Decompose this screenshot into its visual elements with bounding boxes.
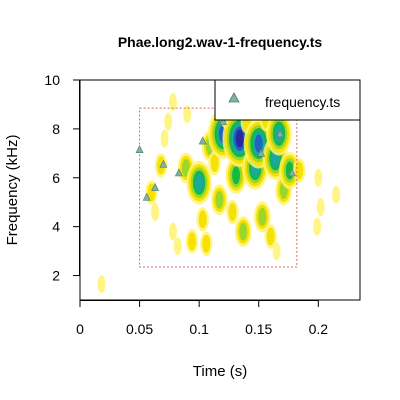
frequency-point-3 — [159, 159, 168, 168]
contour-blob-18-level-1 — [228, 203, 237, 221]
y-tick-label-2: 6 — [52, 170, 60, 186]
frequency-point-7 — [257, 148, 266, 157]
frequency-point-9 — [288, 168, 297, 177]
y-tick-label-0: 2 — [52, 268, 60, 284]
contour-blob-15-level-2 — [215, 190, 224, 209]
y-axis-label: Frequency (kHz) — [4, 135, 21, 246]
x-tick-label-2: 0.1 — [189, 321, 209, 337]
legend-box — [214, 79, 361, 121]
selection-box — [139, 107, 298, 268]
frequency-point-6 — [218, 116, 227, 125]
legend: frequency.ts — [214, 79, 361, 121]
contour-blob-37-level-0 — [272, 242, 281, 261]
contour-blob-27-level-1 — [266, 227, 275, 246]
frequency-point-0 — [135, 144, 144, 153]
chart-title: Phae.long2.wav-1-frequency.ts — [118, 34, 323, 50]
frequency-point-1 — [142, 192, 151, 201]
legend-marker-icon — [228, 92, 240, 103]
contour-blob-0-level-0 — [97, 275, 106, 294]
x-axis-label: Time (s) — [193, 363, 247, 380]
y-axis: 2 4 6 8 10 — [44, 72, 80, 284]
contour-blob-33-level-0 — [314, 168, 323, 187]
frequency-point-4 — [174, 168, 183, 177]
contour-blob-14-level-1 — [210, 154, 219, 173]
frequency-point-2 — [151, 182, 160, 191]
frequency-points — [135, 116, 297, 201]
contour-blob-39-level-0 — [168, 93, 177, 111]
contour-blob-35-level-0 — [332, 185, 341, 204]
contour-blob-2-level-0 — [151, 203, 160, 221]
contour-blob-12-level-1 — [202, 234, 211, 253]
x-tick-label-1: 0.05 — [126, 321, 153, 337]
contour-blob-10-level-4 — [195, 173, 204, 192]
contour-blob-38-level-0 — [183, 105, 192, 124]
contour-blob-5-level-0 — [164, 112, 173, 131]
contour-blob-6-level-0 — [168, 222, 177, 241]
frequency-point-5 — [198, 136, 207, 145]
contour-blob-9-level-1 — [188, 232, 196, 251]
frequency-point-8 — [276, 129, 285, 138]
y-tick-label-1: 4 — [52, 219, 60, 235]
contour-blob-25-level-2 — [258, 207, 267, 226]
x-tick-label-4: 0.2 — [309, 321, 329, 337]
x-axis: 0 0.05 0.1 0.15 0.2 — [76, 300, 328, 337]
contour-blob-34-level-0 — [316, 198, 325, 217]
legend-label: frequency.ts — [265, 94, 340, 110]
contour-blob-19-level-3 — [232, 166, 241, 185]
x-tick-label-3: 0.15 — [245, 321, 272, 337]
contour-blob-20-level-6 — [235, 129, 244, 148]
contour-blob-7-level-0 — [173, 237, 182, 256]
contour-blob-36-level-0 — [313, 217, 322, 236]
contour-blob-11-level-1 — [198, 210, 207, 229]
contour-layer — [97, 93, 341, 294]
contour-blob-24-level-5 — [254, 134, 263, 153]
y-tick-label-4: 10 — [44, 72, 60, 88]
contour-blob-4-level-0 — [160, 129, 169, 148]
y-tick-label-3: 8 — [52, 121, 60, 137]
contour-blob-21-level-2 — [239, 222, 248, 241]
x-tick-label-0: 0 — [76, 321, 84, 337]
